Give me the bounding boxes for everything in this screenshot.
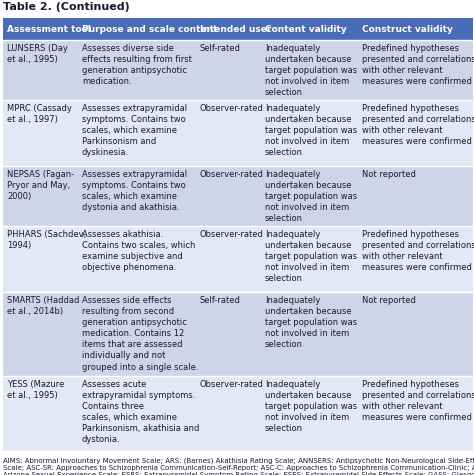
Bar — [3, 100, 78, 166]
Text: Construct validity: Construct validity — [362, 25, 453, 34]
Bar — [78, 166, 196, 226]
Text: Purpose and scale content: Purpose and scale content — [82, 25, 218, 34]
Bar — [78, 292, 196, 376]
Bar — [196, 292, 261, 376]
Bar — [358, 292, 473, 376]
Text: Assesses diverse side
effects resulting from first
generation antipsychotic
medi: Assesses diverse side effects resulting … — [82, 44, 192, 86]
Bar — [261, 166, 358, 226]
Text: Table 2. (Continued): Table 2. (Continued) — [3, 2, 130, 12]
Bar — [261, 292, 358, 376]
Text: Content validity: Content validity — [265, 25, 347, 34]
Text: Predefined hypotheses
presented and correlations
with other relevant
measures we: Predefined hypotheses presented and corr… — [362, 104, 474, 146]
Text: Inadequately
undertaken because
target population was
not involved in item
selec: Inadequately undertaken because target p… — [265, 44, 357, 97]
Text: LUNSERS (Day
et al., 1995): LUNSERS (Day et al., 1995) — [7, 44, 68, 64]
Text: Self-rated: Self-rated — [200, 44, 241, 53]
Bar — [196, 376, 261, 451]
Bar — [261, 100, 358, 166]
Bar — [3, 166, 78, 226]
Bar — [78, 226, 196, 292]
Text: Inadequately
undertaken because
target population was
not involved in item
selec: Inadequately undertaken because target p… — [265, 104, 357, 157]
Text: Observer-rated: Observer-rated — [200, 380, 264, 389]
Bar — [3, 40, 78, 100]
Bar — [3, 18, 78, 40]
Bar — [358, 226, 473, 292]
Bar — [3, 292, 78, 376]
Bar — [261, 18, 358, 40]
Bar — [358, 40, 473, 100]
Text: Intended user: Intended user — [200, 25, 272, 34]
Text: NEPSAS (Fagan-
Pryor and May,
2000): NEPSAS (Fagan- Pryor and May, 2000) — [7, 170, 74, 201]
Bar — [78, 18, 196, 40]
Text: SMARTS (Haddad
et al., 2014b): SMARTS (Haddad et al., 2014b) — [7, 296, 79, 316]
Bar — [196, 100, 261, 166]
Bar — [3, 376, 78, 451]
Text: PHHARS (Sachdev,
1994): PHHARS (Sachdev, 1994) — [7, 230, 86, 250]
Bar — [358, 100, 473, 166]
Bar — [196, 18, 261, 40]
Bar — [261, 226, 358, 292]
Bar — [261, 376, 358, 451]
Text: Predefined hypotheses
presented and correlations
with other relevant
measures we: Predefined hypotheses presented and corr… — [362, 230, 474, 272]
Bar — [3, 226, 78, 292]
Bar — [78, 376, 196, 451]
Text: Observer-rated: Observer-rated — [200, 170, 264, 179]
Bar — [196, 166, 261, 226]
Text: Assesses akathisia.
Contains two scales, which
examine subjective and
objective : Assesses akathisia. Contains two scales,… — [82, 230, 195, 272]
Text: Predefined hypotheses
presented and correlations
with other relevant
measures we: Predefined hypotheses presented and corr… — [362, 380, 474, 422]
Text: YESS (Mazure
et al., 1995): YESS (Mazure et al., 1995) — [7, 380, 64, 400]
Text: Predefined hypotheses
presented and correlations
with other relevant
measures we: Predefined hypotheses presented and corr… — [362, 44, 474, 86]
Bar — [261, 40, 358, 100]
Bar — [78, 100, 196, 166]
Text: Assesses extrapyramidal
symptoms. Contains two
scales, which examine
Parkinsonis: Assesses extrapyramidal symptoms. Contai… — [82, 104, 187, 157]
Text: Observer-rated: Observer-rated — [200, 104, 264, 113]
Text: AIMS: Abnormal Involuntary Movement Scale; ARS: (Barnes) Akathisia Rating Scale;: AIMS: Abnormal Involuntary Movement Scal… — [3, 457, 474, 475]
Text: Not reported: Not reported — [362, 296, 416, 305]
Text: Assesses extrapyramidal
symptoms. Contains two
scales, which examine
dystonia an: Assesses extrapyramidal symptoms. Contai… — [82, 170, 187, 212]
Bar — [358, 18, 473, 40]
Text: Assessment tool: Assessment tool — [7, 25, 91, 34]
Text: Observer-rated: Observer-rated — [200, 230, 264, 239]
Bar — [358, 166, 473, 226]
Bar — [78, 40, 196, 100]
Text: Self-rated: Self-rated — [200, 296, 241, 305]
Text: Assesses side effects
resulting from second
generation antipsychotic
medication.: Assesses side effects resulting from sec… — [82, 296, 199, 371]
Text: Assesses acute
extrapyramidal symptoms.
Contains three
scales, which examine
Par: Assesses acute extrapyramidal symptoms. … — [82, 380, 200, 445]
Bar — [358, 376, 473, 451]
Text: Inadequately
undertaken because
target population was
not involved in item
selec: Inadequately undertaken because target p… — [265, 230, 357, 284]
Text: MPRC (Cassady
et al., 1997): MPRC (Cassady et al., 1997) — [7, 104, 72, 124]
Text: Inadequately
undertaken because
target population was
not involved in item
selec: Inadequately undertaken because target p… — [265, 170, 357, 223]
Text: Inadequately
undertaken because
target population was
not involved in item
selec: Inadequately undertaken because target p… — [265, 380, 357, 433]
Bar — [196, 226, 261, 292]
Text: Not reported: Not reported — [362, 170, 416, 179]
Bar — [196, 40, 261, 100]
Text: Inadequately
undertaken because
target population was
not involved in item
selec: Inadequately undertaken because target p… — [265, 296, 357, 350]
